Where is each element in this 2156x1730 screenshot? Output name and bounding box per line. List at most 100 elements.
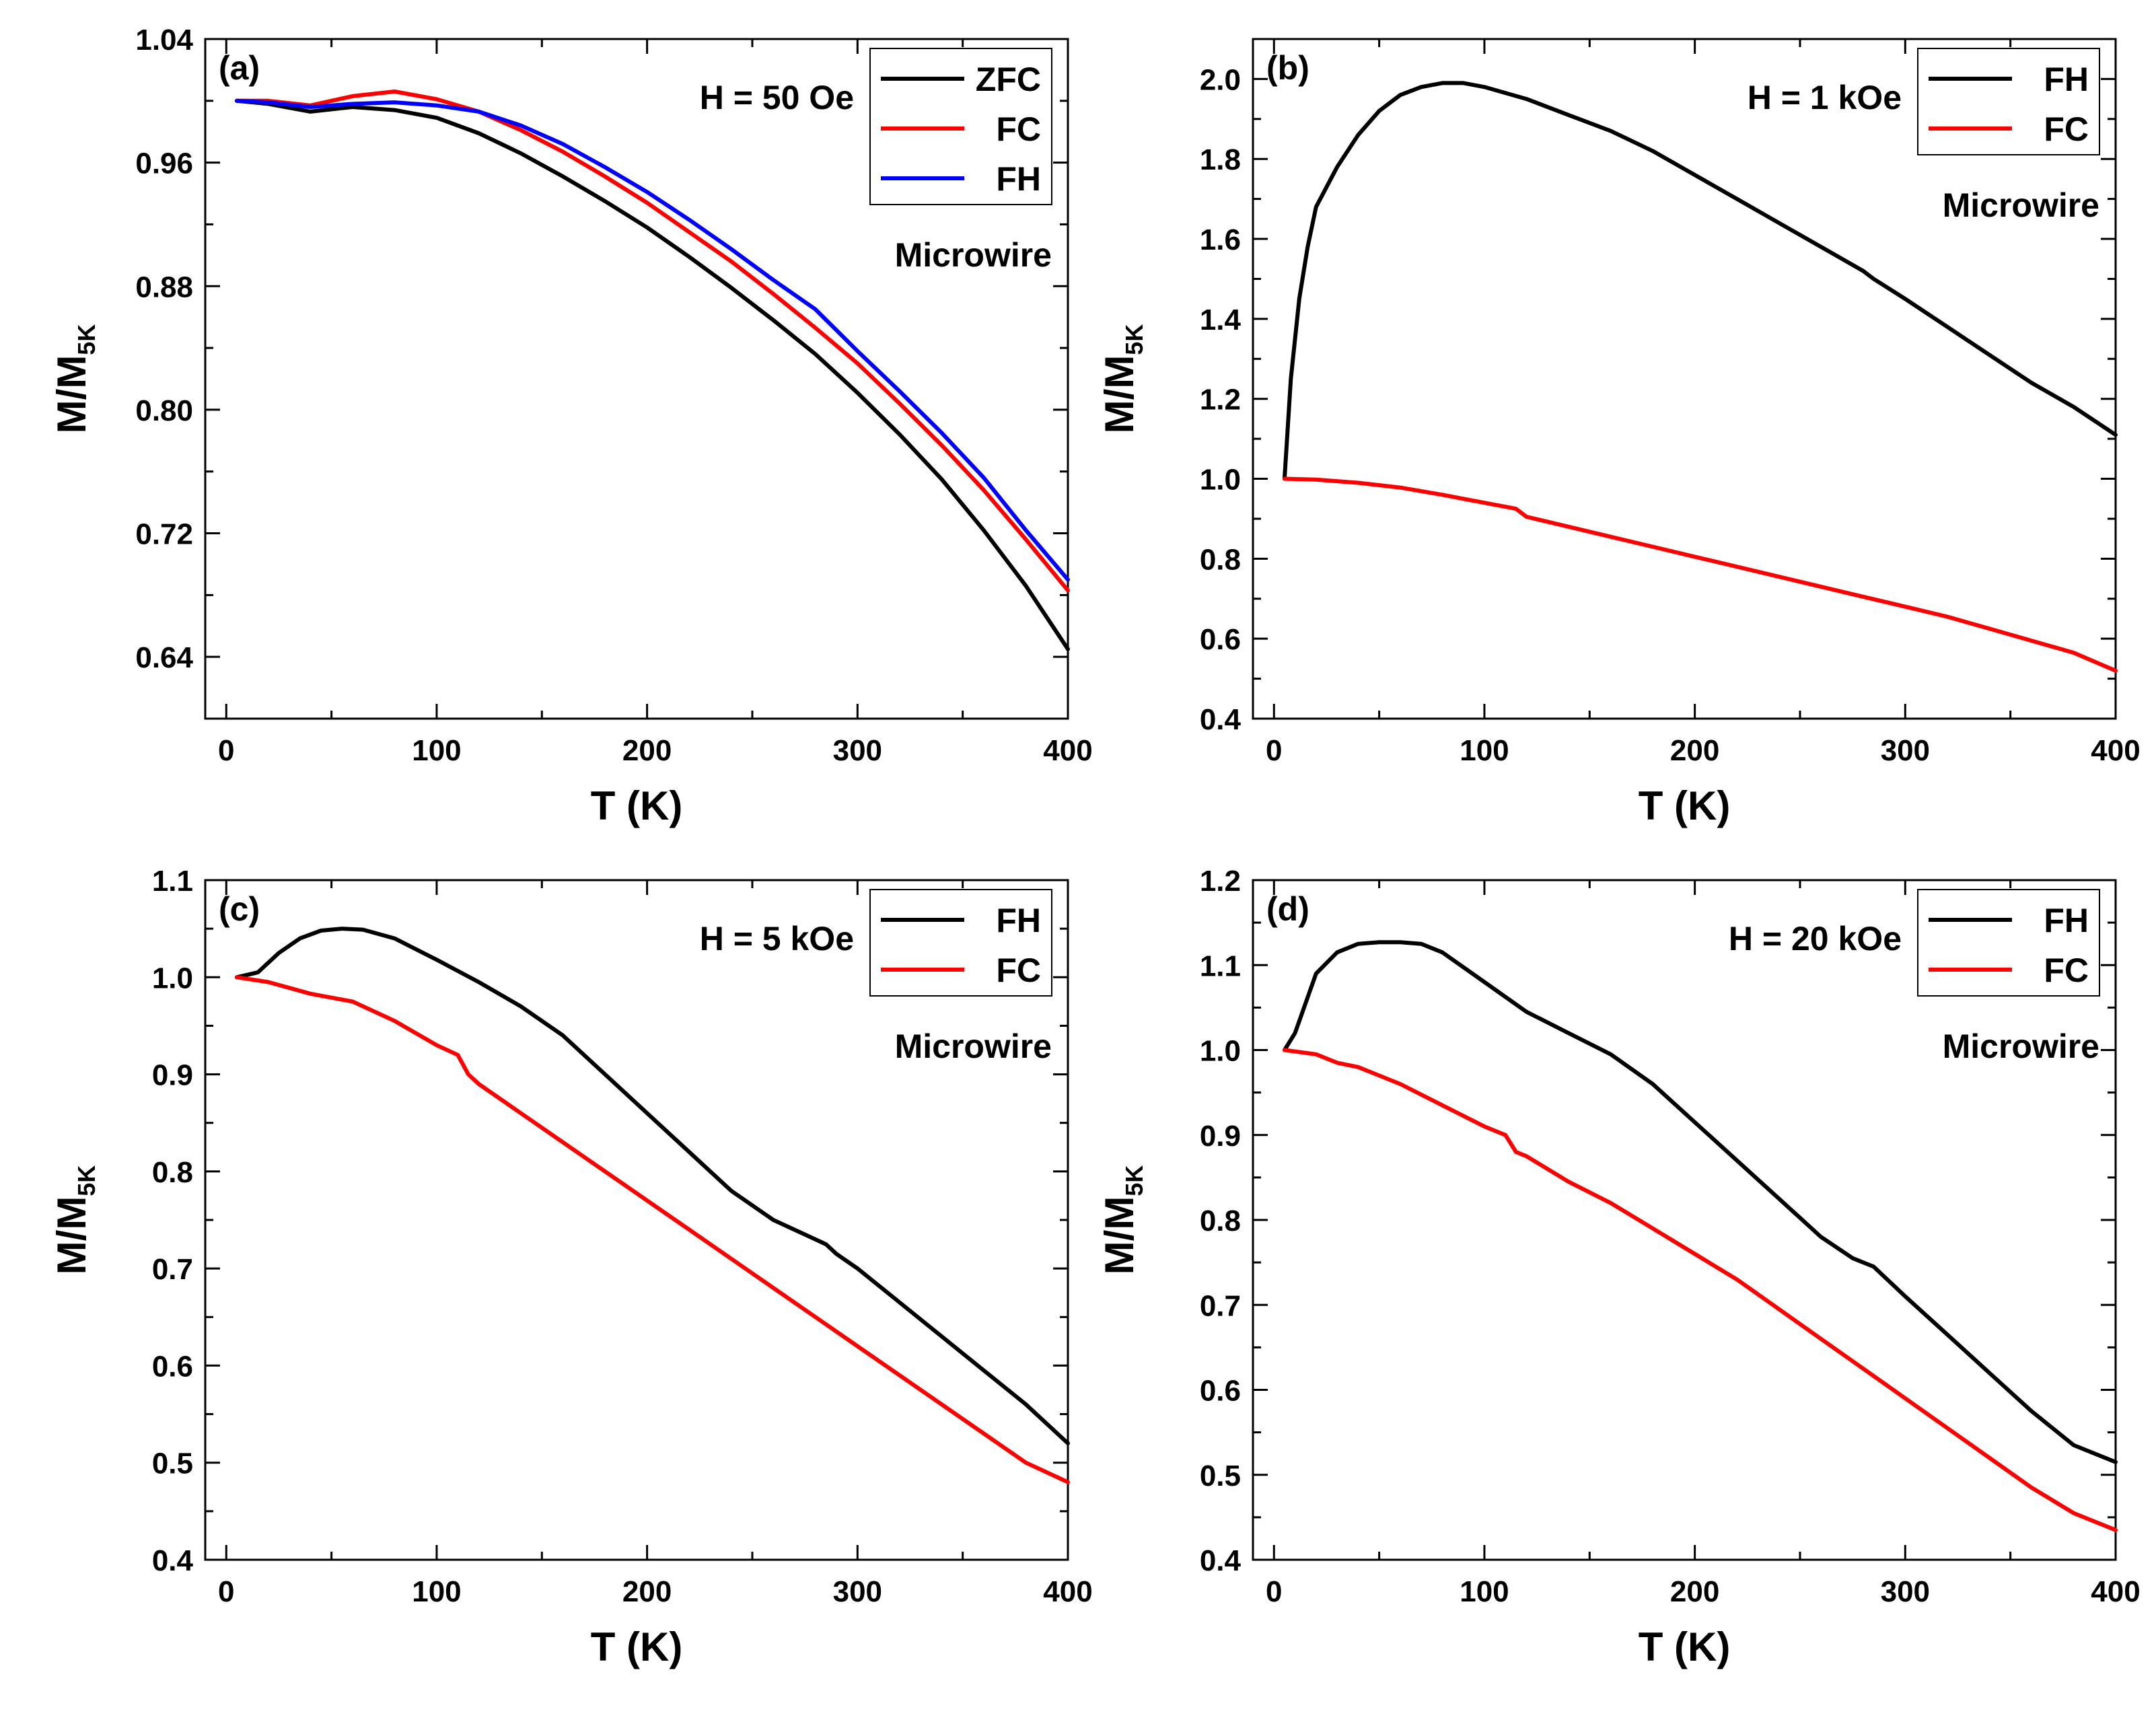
x-tick-label: 200 [622,1575,672,1608]
x-tick-label: 100 [412,734,461,767]
x-axis-title: T (K) [591,783,683,828]
legend-box [1917,889,2100,997]
y-tick-label: 0.9 [152,1059,193,1092]
y-tick-label: 0.4 [1200,703,1242,736]
legend-label-fh: FH [996,160,1041,198]
y-tick-label: 0.96 [135,147,193,180]
series-line-fc [1282,476,2118,673]
x-tick-label: 200 [1670,734,1719,767]
y-tick-label: 1.04 [135,24,193,57]
x-axis-title: T (K) [1639,1624,1731,1669]
x-tick-label: 300 [833,1575,882,1608]
y-tick-label: 1.1 [1200,949,1241,982]
y-tick-label: 0.88 [135,271,193,303]
panel-label: (c) [219,890,260,928]
y-tick-label: 1.0 [1200,464,1241,497]
x-tick-label: 100 [1460,734,1509,767]
y-tick-label: 1.4 [1200,303,1242,336]
x-tick-label: 300 [1881,1575,1930,1608]
legend-box [1917,48,2100,155]
legend-label-fc: FC [2044,951,2089,989]
y-axis-title: M/M5K [1097,324,1148,434]
x-tick-label: 200 [1670,1575,1719,1608]
panel-label: (a) [219,49,260,87]
legend-label-fh: FH [2044,902,2089,939]
x-tick-label: 300 [833,734,882,767]
y-tick-label: 1.8 [1200,143,1241,176]
chart-panel-1: 0 100 200 300 400 0.64 0.72 0.80 0.88 0.96 1.04 T (… [49,24,1093,828]
x-tick-label: 0 [218,1575,234,1608]
sample-annotation: Microwire [895,236,1052,274]
y-tick-label: 1.0 [152,962,193,995]
y-axis-title: M/M5K [1097,1165,1148,1275]
x-tick-label: 0 [1266,734,1282,767]
series-line-fc [1282,1048,2118,1532]
legend-box [869,889,1052,997]
series-line-fh [1282,81,2118,481]
y-tick-label: 0.7 [1200,1289,1241,1322]
field-label: H = 50 Oe [700,79,854,116]
y-tick-label: 0.80 [135,394,193,427]
x-tick-label: 400 [1043,1575,1092,1608]
chart-panel-4: 0 100 200 300 400 0.4 0.5 0.6 0.7 0.8 0.9 1.0 1.1 1.2… [1097,865,2141,1669]
x-tick-label: 200 [622,734,672,767]
legend-label-fh: FH [996,902,1041,939]
y-tick-label: 0.6 [152,1350,193,1383]
y-tick-label: 0.6 [1200,1375,1241,1408]
plot-frame [1252,38,2117,720]
y-tick-label: 1.6 [1200,223,1241,256]
x-tick-label: 400 [2091,1575,2140,1608]
y-tick-label: 0.9 [1200,1120,1241,1153]
y-tick-label: 0.64 [135,641,193,674]
legend-label-zfc: ZFC [976,61,1041,98]
sample-annotation: Microwire [895,1028,1052,1065]
series-line-fc [234,975,1070,1484]
y-tick-label: 0.5 [152,1447,193,1480]
sample-annotation: Microwire [1943,1028,2099,1065]
plot-frame [204,38,1069,720]
y-tick-label: 0.7 [152,1253,193,1286]
x-tick-label: 0 [1266,1575,1282,1608]
y-tick-label: 0.4 [152,1544,194,1577]
field-label: H = 5 kOe [700,920,854,958]
x-tick-label: 400 [1043,734,1092,767]
field-label: H = 1 kOe [1748,79,1902,116]
series-line-fh [1282,940,2118,1464]
panel-label: (b) [1266,49,1309,87]
y-tick-label: 0.4 [1200,1544,1242,1577]
panel-label: (d) [1266,890,1309,928]
y-axis-title: M/M5K [49,324,100,434]
field-label: H = 20 kOe [1729,920,1902,958]
x-tick-label: 400 [2091,734,2140,767]
chart-panel-2: 0 100 200 300 400 0.4 0.6 0.8 1.0 1.2 1.4 1.6 1.8 2.0… [1097,38,2141,828]
legend-label-fc: FC [2044,110,2089,148]
x-tick-label: 300 [1881,734,1930,767]
y-tick-label: 1.0 [1200,1035,1241,1068]
y-tick-label: 1.2 [1200,865,1241,898]
legend-label-fc: FC [996,110,1041,148]
y-tick-label: 0.8 [1200,1204,1241,1237]
series-line-fc [234,89,1070,593]
chart-panel-3: 0 100 200 300 400 0.4 0.5 0.6 0.7 0.8 0.9 1.0 1.1 T (… [49,865,1093,1669]
y-tick-label: 0.8 [1200,543,1241,576]
y-tick-label: 0.6 [1200,623,1241,656]
y-axis-title: M/M5K [49,1165,100,1275]
x-tick-label: 100 [412,1575,461,1608]
x-axis-title: T (K) [591,1624,683,1669]
x-tick-label: 100 [1460,1575,1509,1608]
x-axis-title: T (K) [1639,783,1731,828]
y-tick-label: 1.2 [1200,384,1241,417]
x-tick-label: 0 [218,734,234,767]
y-tick-label: 1.1 [152,865,193,898]
y-tick-label: 0.5 [1200,1459,1241,1492]
sample-annotation: Microwire [1943,186,2099,224]
y-tick-label: 0.72 [135,518,193,551]
legend-label-fh: FH [2044,61,2089,98]
series-line-fh [234,98,1070,582]
y-tick-label: 0.8 [152,1156,193,1189]
legend-label-fc: FC [996,951,1041,989]
y-tick-label: 2.0 [1200,63,1241,96]
series-line-zfc [234,98,1070,651]
series-line-fh [234,927,1070,1445]
